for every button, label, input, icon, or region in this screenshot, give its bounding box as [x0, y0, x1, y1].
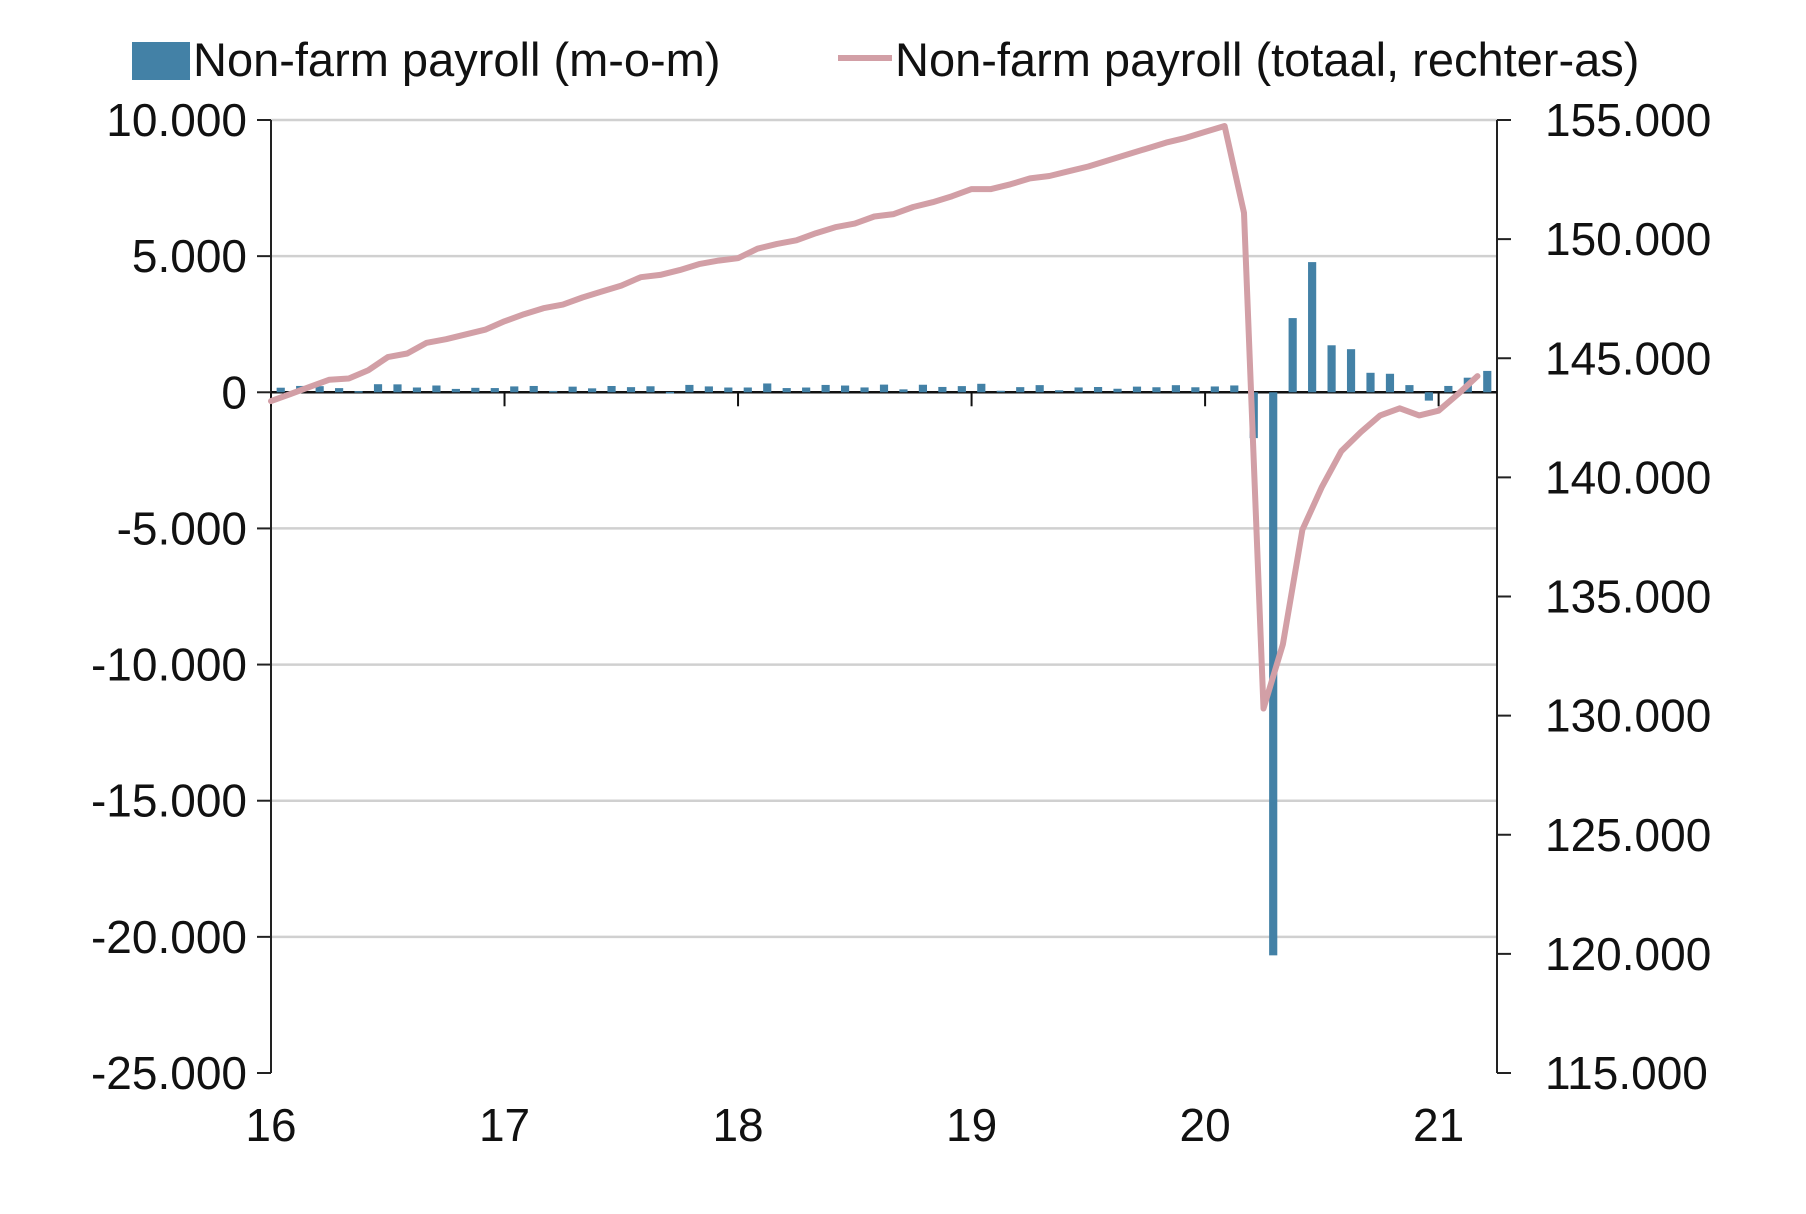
x-axis-tick-label: 21: [1413, 1099, 1464, 1151]
bar: [840, 385, 850, 393]
bar: [549, 390, 558, 393]
bar: [1171, 385, 1180, 393]
bar: [1230, 385, 1239, 393]
x-axis-tick-label: 20: [1180, 1099, 1231, 1151]
right-axis-tick-label: 155.000: [1545, 94, 1711, 146]
bar: [354, 391, 363, 393]
legend-label-bar: Non-farm payroll (m-o-m): [193, 33, 721, 86]
bar: [471, 387, 480, 393]
line-series-path: [268, 123, 1481, 712]
axes: [257, 119, 1511, 1074]
bar: [802, 387, 811, 393]
bar: [1424, 392, 1433, 401]
bar: [626, 387, 636, 393]
bar: [938, 386, 947, 393]
x-axis-tick-label: 16: [245, 1099, 296, 1151]
bar: [393, 384, 402, 393]
bar: [782, 388, 791, 393]
left-axis-tick-label: -20.000: [91, 911, 247, 963]
bar: [646, 386, 655, 393]
bar: [315, 386, 324, 393]
bar: [899, 389, 908, 393]
right-axis-tick-label: 140.000: [1545, 451, 1711, 503]
bar: [373, 384, 383, 393]
left-axis-tick-label: -15.000: [91, 775, 247, 827]
bar: [1016, 387, 1025, 393]
x-axis-tick-label: 19: [946, 1099, 997, 1151]
tick-labels: 10.000 5.000 0 -5.000 -10.000 -15.000 -20.000 -…: [91, 94, 1711, 1151]
right-axis-tick-label: 115.000: [1545, 1047, 1708, 1099]
bar: [1366, 372, 1375, 393]
bar: [821, 384, 830, 393]
bar: [860, 387, 869, 393]
bar: [665, 391, 675, 394]
bar: [763, 383, 772, 393]
left-axis-tick-label: -5.000: [117, 502, 247, 554]
bar: [1074, 387, 1083, 393]
legend: Non-farm payroll (m-o-m) Non-farm payrol…: [132, 33, 1639, 86]
bar: [1444, 385, 1453, 393]
left-axis-tick-label: -10.000: [91, 639, 247, 691]
bar: [1385, 373, 1395, 393]
bar: [529, 385, 538, 393]
bar: [743, 387, 752, 393]
bar: [1210, 386, 1219, 393]
right-axis-tick-label: 125.000: [1545, 809, 1711, 861]
bar: [685, 384, 694, 393]
right-axis-tick-label: 150.000: [1545, 213, 1711, 265]
left-axis-tick-label: 10.000: [106, 94, 247, 146]
bar: [490, 388, 499, 393]
legend-label-line: Non-farm payroll (totaal, rechter-as): [895, 33, 1639, 86]
bar: [879, 384, 889, 393]
bar: [1035, 385, 1044, 393]
bar: [568, 386, 577, 393]
right-axis-tick-label: 130.000: [1545, 690, 1711, 742]
bar: [412, 387, 422, 393]
x-axis-tick-label: 18: [712, 1099, 763, 1151]
bar: [276, 387, 285, 393]
left-axis-tick-label: 5.000: [132, 230, 247, 282]
bar: [724, 387, 733, 393]
bar: [704, 386, 713, 393]
bar: [1093, 387, 1103, 393]
gridlines: [271, 118, 1497, 939]
line-series: [268, 123, 1481, 712]
bar: [451, 388, 460, 393]
bar-series: [276, 262, 1492, 956]
bar: [1132, 386, 1142, 393]
bar: [1055, 390, 1064, 393]
bar: [918, 384, 928, 393]
bar: [588, 388, 597, 393]
bar: [1308, 262, 1317, 393]
legend-swatch-bar: [132, 42, 190, 80]
left-axis-tick-label: -25.000: [91, 1047, 247, 1099]
bar: [1152, 387, 1161, 393]
bar: [607, 385, 616, 393]
bar: [957, 386, 966, 393]
bar: [1113, 388, 1122, 393]
right-axis-tick-label: 145.000: [1545, 332, 1711, 384]
bar: [996, 390, 1005, 393]
bar: [1191, 387, 1200, 393]
right-axis-tick-label: 135.000: [1545, 571, 1711, 623]
bar: [1346, 349, 1356, 393]
x-axis-tick-label: 17: [479, 1099, 530, 1151]
bar: [1327, 345, 1336, 393]
bar: [977, 383, 986, 393]
bar: [335, 388, 344, 393]
right-axis-tick-label: 120.000: [1545, 928, 1711, 980]
bar: [510, 386, 519, 393]
bar: [1405, 385, 1414, 393]
bar: [1483, 370, 1492, 393]
left-axis-tick-label: 0: [221, 366, 247, 418]
bar: [432, 385, 441, 393]
bar: [1288, 318, 1297, 393]
